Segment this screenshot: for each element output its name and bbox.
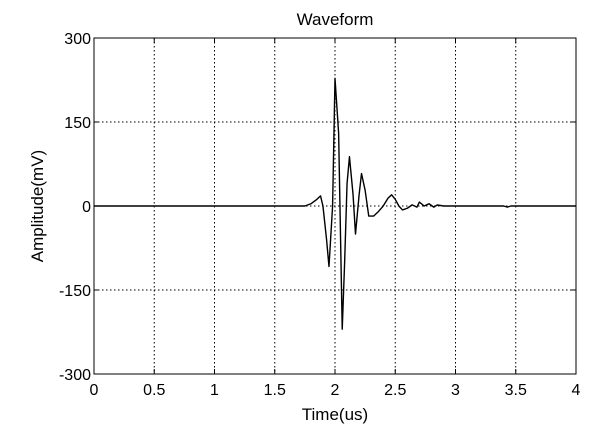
y-axis-label: Amplitude(mV) <box>28 150 47 262</box>
x-tick-labels: 0 0.5 1 1.5 2 2.5 3 3.5 4 <box>90 382 581 399</box>
x-tick-label: 3.5 <box>505 382 527 399</box>
x-tick-label: 4 <box>572 382 581 399</box>
x-tick-label: 3 <box>451 382 460 399</box>
y-tick-label: 150 <box>64 115 91 132</box>
x-tick-label: 0.5 <box>143 382 165 399</box>
x-tick-label: 1 <box>210 382 219 399</box>
chart-title: Waveform <box>297 10 374 29</box>
x-tick-label: 0 <box>90 382 99 399</box>
y-tick-label: 0 <box>82 199 91 216</box>
x-tick-label: 2.5 <box>384 382 406 399</box>
x-tick-label: 2 <box>331 382 340 399</box>
y-tick-label: 300 <box>64 31 91 48</box>
y-tick-label: -300 <box>59 367 91 384</box>
x-tick-label: 1.5 <box>264 382 286 399</box>
waveform-line <box>94 77 576 330</box>
y-tick-label: -150 <box>59 283 91 300</box>
y-tick-labels: -300 -150 0 150 300 <box>59 31 91 384</box>
x-axis-label: Time(us) <box>302 405 368 424</box>
